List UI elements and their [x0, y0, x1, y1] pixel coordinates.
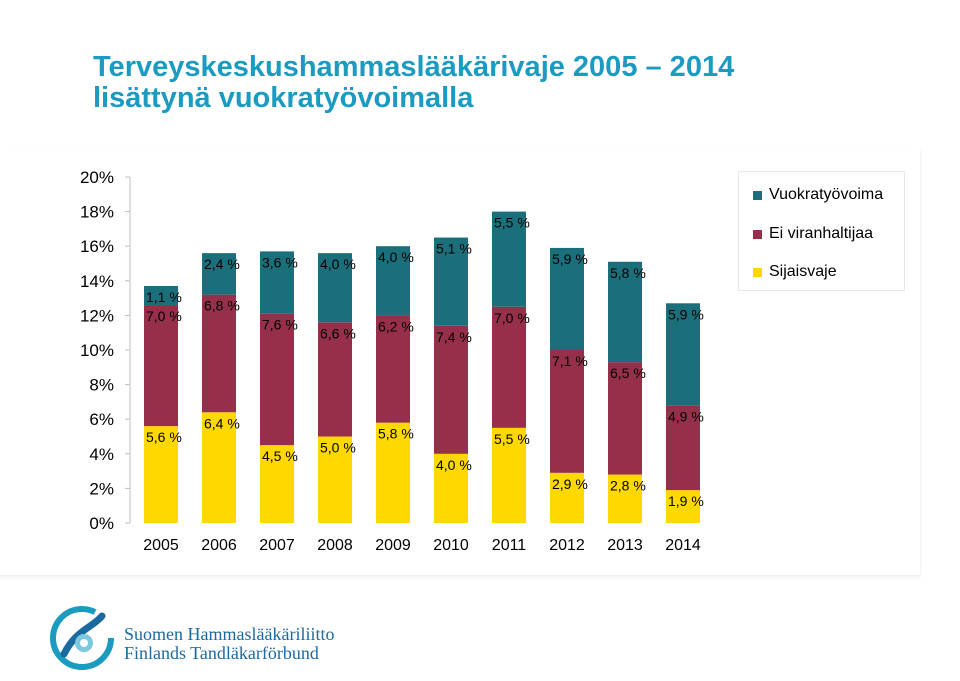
legend-label-vuokratyovoima: Vuokratyövoima	[769, 186, 884, 203]
bar-segment	[144, 426, 178, 523]
x-tick-label: 2008	[317, 537, 353, 554]
data-label: 1,9 %	[668, 493, 704, 509]
bar-segment	[376, 246, 410, 316]
y-tick-label: 0%	[89, 514, 114, 533]
data-label: 1,1 %	[146, 289, 182, 305]
organization-name-fi: Suomen Hammaslääkäriliitto	[124, 624, 335, 644]
legend-swatch-sijaisvaje	[753, 267, 762, 277]
page-title: Terveyskeskushammaslääkärivaje 2005 – 20…	[93, 52, 913, 114]
chart-legend: Vuokratyövoima Ei viranhaltijaa Sijaisva…	[738, 171, 905, 291]
bar-segment	[492, 211, 526, 307]
bar-segment	[260, 251, 294, 314]
x-tick-label: 2006	[201, 537, 237, 554]
data-label: 5,9 %	[668, 306, 704, 322]
data-label: 4,0 %	[436, 457, 472, 473]
x-tick-label: 2012	[549, 537, 585, 554]
bar-segment	[608, 474, 642, 523]
data-label: 5,1 %	[436, 241, 472, 257]
data-label: 5,5 %	[494, 431, 530, 447]
y-tick-label: 20%	[80, 168, 114, 187]
data-label: 3,6 %	[262, 254, 298, 270]
data-label: 6,8 %	[204, 298, 240, 314]
title-line-2: lisättynä vuokratyövoimalla	[93, 82, 474, 114]
bar-segment	[434, 325, 468, 454]
bar-segment	[144, 305, 178, 427]
data-label: 6,2 %	[378, 318, 414, 334]
y-tick-label: 10%	[80, 341, 114, 360]
data-label: 7,1 %	[552, 353, 588, 369]
legend-item-vuokratyovoima: Vuokratyövoima	[753, 184, 883, 206]
bar-segment	[202, 412, 236, 523]
title-line-1: Terveyskeskushammaslääkärivaje 2005 – 20…	[93, 51, 735, 83]
bar-segment	[376, 422, 410, 523]
bar-segment	[550, 472, 584, 523]
bar-segment	[608, 362, 642, 475]
bar-segment	[202, 253, 236, 295]
bar-segment	[666, 490, 700, 523]
data-label: 4,5 %	[262, 448, 298, 464]
data-label: 4,9 %	[668, 408, 704, 424]
legend-label-ei-viranhaltijaa: Ei viranhaltijaa	[769, 225, 874, 242]
bar-segment	[434, 237, 468, 326]
bar-segment	[666, 405, 700, 491]
data-label: 2,9 %	[552, 476, 588, 492]
bar-segment	[260, 313, 294, 446]
x-tick-label: 2007	[259, 537, 295, 554]
data-label: 6,6 %	[320, 325, 356, 341]
bar-segment	[318, 436, 352, 523]
bar-segment	[608, 261, 642, 363]
bar-segment	[376, 315, 410, 423]
data-label: 5,5 %	[494, 215, 530, 231]
y-tick-label: 16%	[80, 237, 114, 256]
y-tick-label: 8%	[89, 376, 114, 395]
x-tick-label: 2005	[143, 537, 179, 554]
data-label: 6,4 %	[204, 415, 240, 431]
data-label: 7,6 %	[262, 317, 298, 333]
y-tick-label: 18%	[80, 203, 114, 222]
legend-item-ei-viranhaltijaa: Ei viranhaltijaa	[753, 223, 873, 245]
bar-segment	[144, 285, 178, 306]
bar-segment	[434, 453, 468, 523]
data-label: 7,0 %	[494, 310, 530, 326]
bar-segment	[318, 322, 352, 437]
y-tick-label: 12%	[80, 306, 114, 325]
data-label: 2,8 %	[610, 478, 646, 494]
x-tick-label: 2010	[433, 537, 469, 554]
data-label: 5,6 %	[146, 429, 182, 445]
y-tick-label: 6%	[89, 410, 114, 429]
data-label: 4,0 %	[378, 249, 414, 265]
bar-segment	[550, 350, 584, 473]
y-tick-label: 2%	[89, 479, 114, 498]
x-tick-label: 2013	[607, 537, 643, 554]
bar-segment	[492, 306, 526, 428]
bar-segment	[666, 303, 700, 406]
x-tick-label: 2014	[665, 537, 701, 554]
data-label: 6,5 %	[610, 365, 646, 381]
x-tick-label: 2009	[375, 537, 411, 554]
data-label: 7,0 %	[146, 308, 182, 324]
legend-swatch-ei-viranhaltijaa	[753, 229, 762, 239]
bar-segment	[550, 247, 584, 350]
y-tick-label: 14%	[80, 272, 114, 291]
data-label: 7,4 %	[436, 329, 472, 345]
data-label: 4,0 %	[320, 256, 356, 272]
bar-segment	[318, 253, 352, 323]
organization-name-sv: Finlands Tandläkarförbund	[124, 643, 319, 663]
data-label: 5,8 %	[378, 426, 414, 442]
legend-label-sijaisvaje: Sijaisvaje	[769, 263, 837, 280]
organization-logo-icon	[50, 606, 114, 670]
x-tick-label: 2011	[492, 537, 527, 554]
legend-item-sijaisvaje: Sijaisvaje	[753, 261, 837, 283]
y-tick-label: 4%	[89, 445, 114, 464]
data-label: 5,9 %	[552, 251, 588, 267]
bar-segment	[202, 294, 236, 413]
data-label: 5,0 %	[320, 440, 356, 456]
bar-segment	[260, 445, 294, 523]
data-label: 2,4 %	[204, 256, 240, 272]
data-label: 5,8 %	[610, 265, 646, 281]
bar-segment	[492, 427, 526, 523]
legend-swatch-vuokratyovoima	[753, 190, 762, 200]
